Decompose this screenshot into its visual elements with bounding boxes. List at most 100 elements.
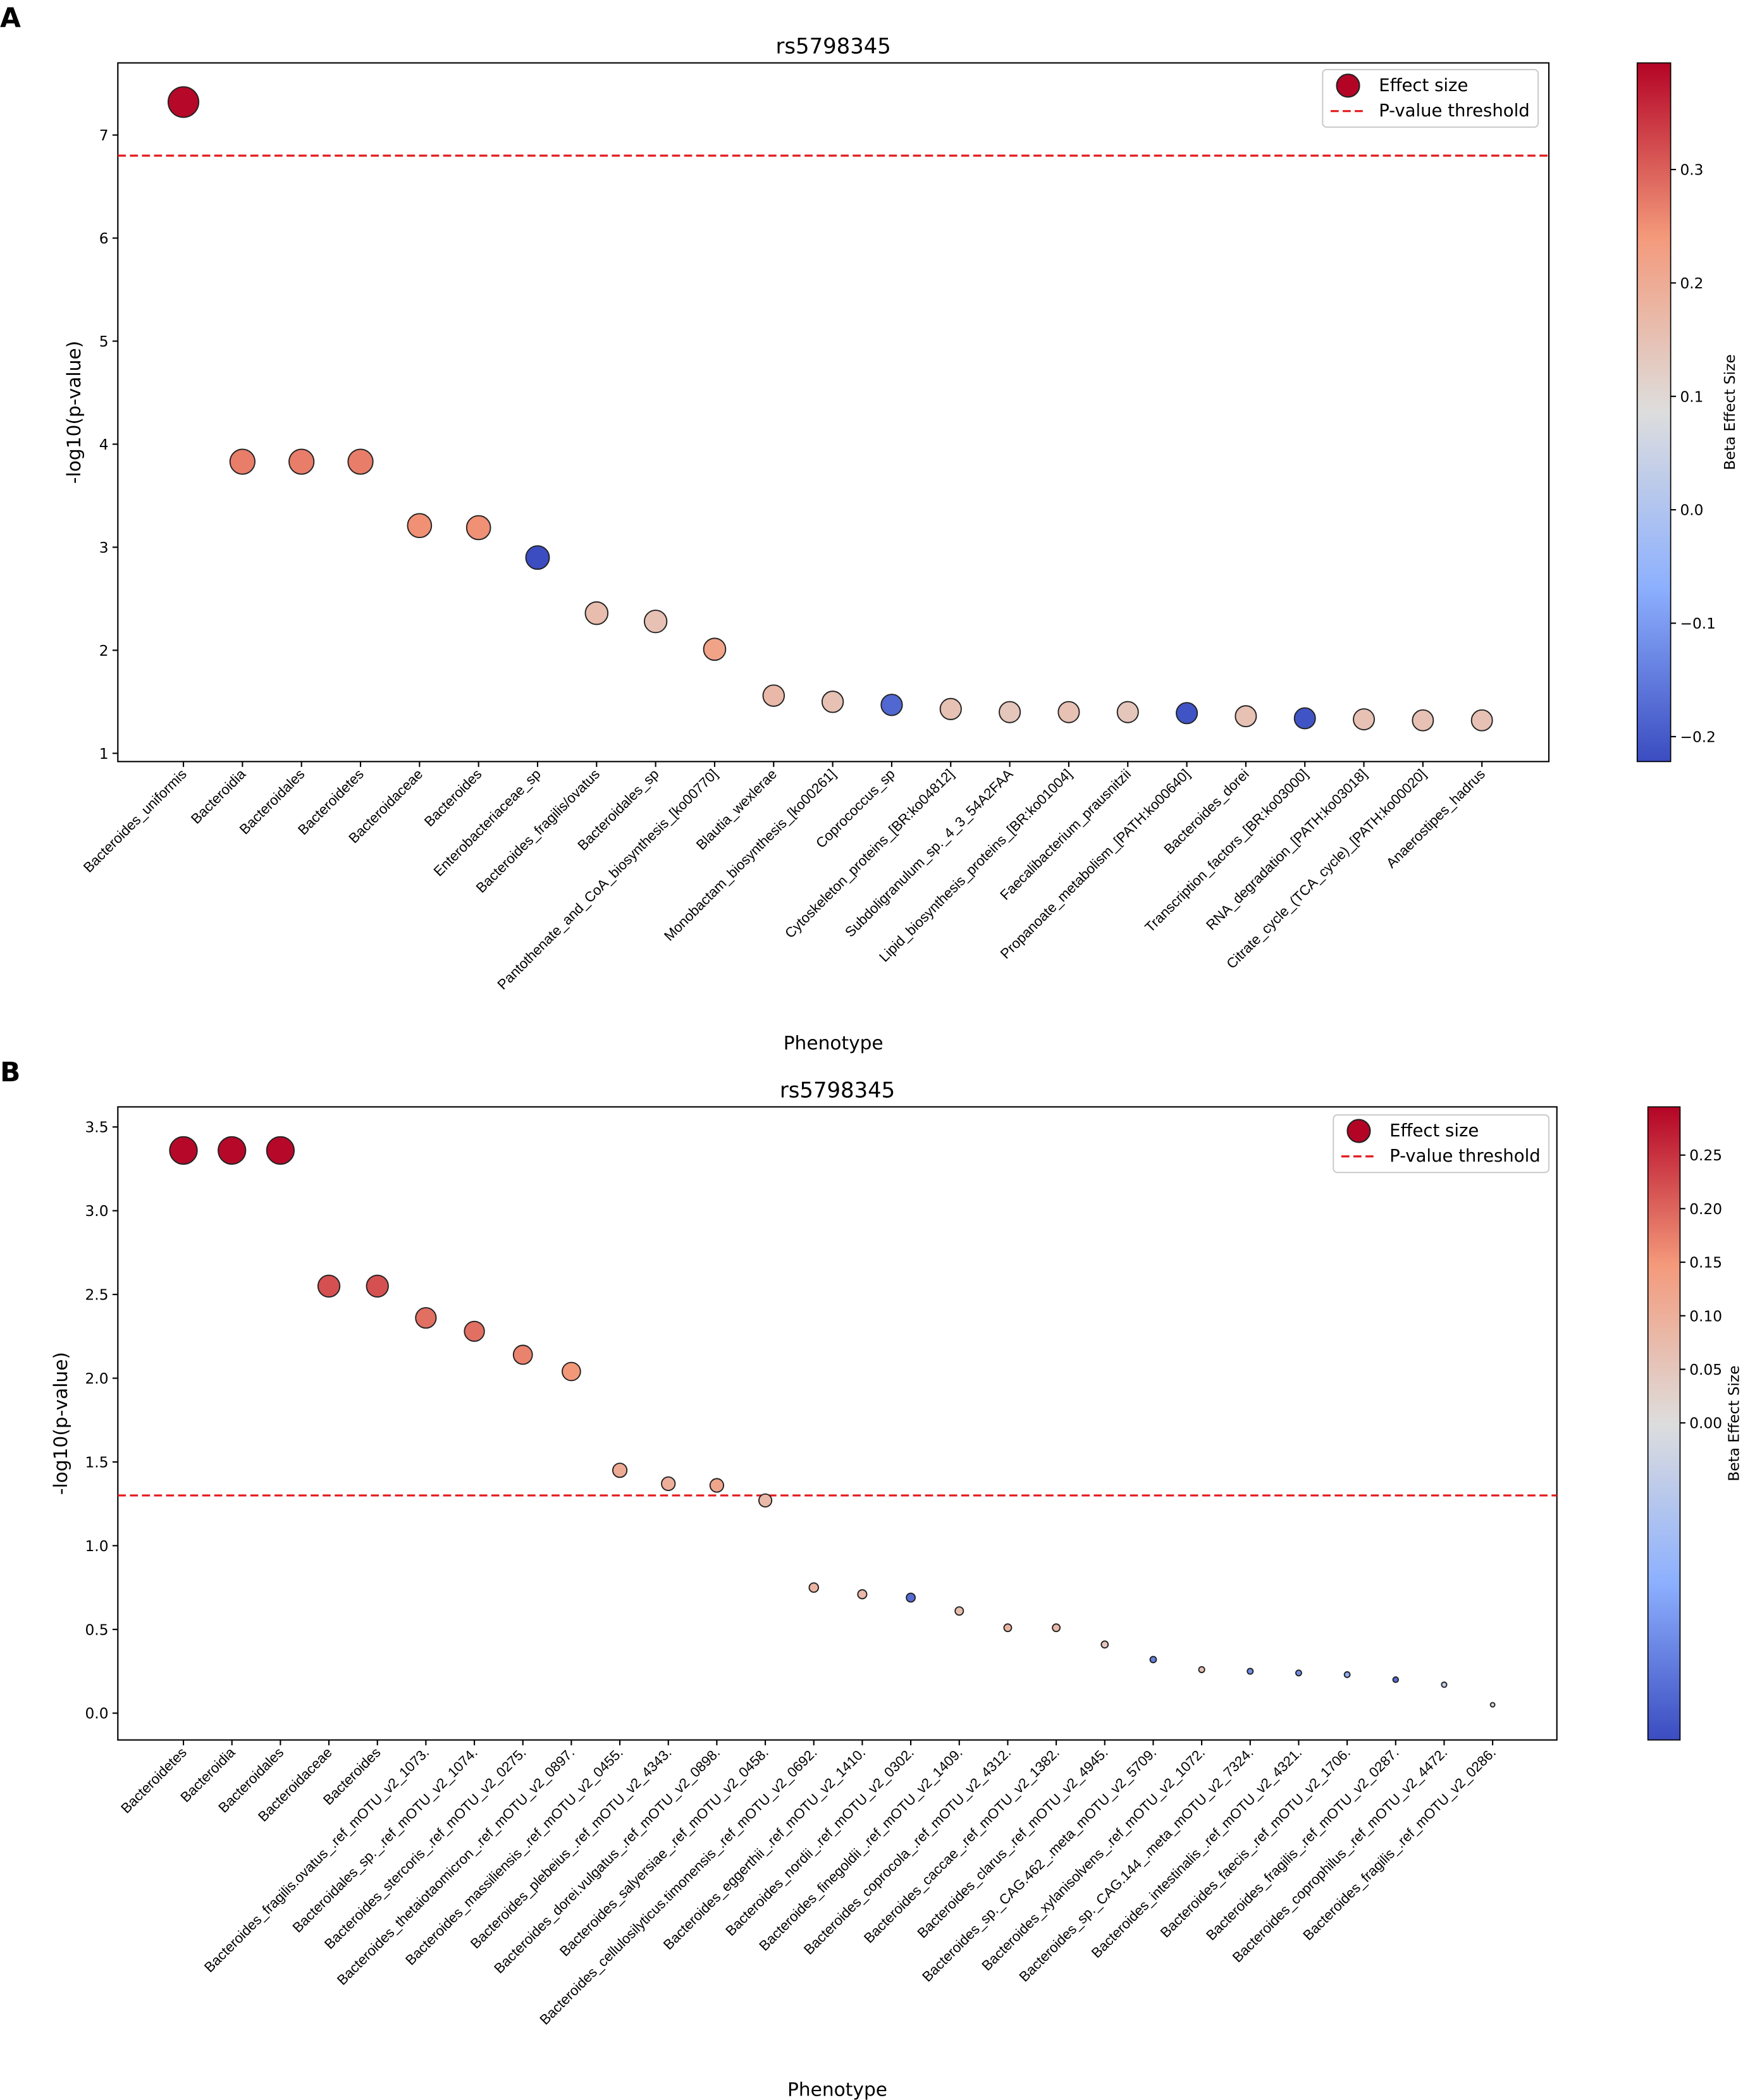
x-axis-label: Phenotype bbox=[787, 2079, 887, 2100]
data-point bbox=[1441, 1681, 1448, 1688]
x-tick-label: Bacteroidetes bbox=[118, 1745, 190, 1817]
x-tick-label: Bacteroides_uniformis bbox=[80, 766, 190, 875]
x-tick-label: Citrate_cycle_(TCA_cycle)_[PATH:ko00020] bbox=[1223, 766, 1429, 971]
data-point bbox=[612, 1463, 628, 1478]
colorbar-tick-label: 0.25 bbox=[1689, 1147, 1722, 1164]
y-axis-label: -log10(p-value) bbox=[49, 1352, 71, 1495]
y-tick-label: 6 bbox=[99, 230, 109, 247]
data-point bbox=[1057, 701, 1080, 723]
x-tick-label: Bacteroides_fragilis/ovatus bbox=[473, 766, 603, 895]
data-point bbox=[703, 637, 727, 661]
y-axis-label: -log10(p-value) bbox=[63, 341, 85, 484]
data-point bbox=[1489, 1702, 1496, 1708]
colorbar-tick-label: 0.2 bbox=[1680, 275, 1703, 292]
data-point bbox=[1176, 702, 1198, 725]
data-point bbox=[643, 610, 668, 634]
data-point bbox=[709, 1478, 725, 1493]
x-tick-label: Bacteroides_sp._CAG.462_.meta_mOTU_v2_57… bbox=[919, 1745, 1159, 1985]
colorbar-tick-label: 0.00 bbox=[1689, 1415, 1722, 1432]
data-point bbox=[218, 1136, 247, 1165]
data-point bbox=[954, 1606, 964, 1616]
y-tick-label: 4 bbox=[99, 436, 109, 453]
data-point bbox=[407, 513, 433, 539]
data-point bbox=[465, 515, 491, 541]
y-tick-label: 0.5 bbox=[85, 1621, 109, 1638]
data-point bbox=[661, 1476, 676, 1492]
data-point bbox=[169, 1136, 198, 1165]
x-tick-label: Bacteroides_fragilis.ovatus_.ref_mOTU_v2… bbox=[201, 1745, 432, 1975]
legend bbox=[1322, 69, 1539, 128]
colorbar-tick-label: 0.3 bbox=[1680, 162, 1703, 179]
colorbar-label: Beta Effect Size bbox=[1726, 1365, 1743, 1481]
x-tick-label: Pantothenate_and_CoA_biosynthesis_[ko007… bbox=[494, 766, 720, 992]
data-point bbox=[415, 1307, 437, 1329]
data-point bbox=[288, 448, 315, 475]
panel-label-b: B bbox=[0, 1057, 20, 1088]
data-point bbox=[906, 1592, 916, 1603]
y-tick-label: 1 bbox=[99, 746, 109, 763]
data-point bbox=[1116, 701, 1139, 723]
data-point bbox=[1003, 1623, 1013, 1633]
colorbar-tick-label: −0.2 bbox=[1680, 728, 1716, 746]
chart-b: rs5798345 0.0 0.5 1.0 1.5 2.0 2.5 3.0 3.5 -log10(… bbox=[49, 1078, 1743, 2100]
colorbar bbox=[1636, 62, 1672, 763]
data-point bbox=[1052, 1623, 1061, 1633]
data-point bbox=[464, 1320, 485, 1342]
chart-a: rs5798345 1 2 3 4 5 6 7 -log10(p-value) Phenotype… bbox=[63, 34, 1739, 1054]
y-tick-label: 2 bbox=[99, 642, 109, 660]
data-point bbox=[857, 1589, 868, 1600]
x-tick-label: Bacteroides bbox=[421, 766, 485, 830]
x-tick-label: Enterobacteriaceae_sp bbox=[431, 766, 544, 879]
colorbar bbox=[1647, 1106, 1681, 1741]
data-point bbox=[229, 448, 256, 475]
colorbar-tick-label: 0.20 bbox=[1689, 1201, 1722, 1218]
data-point bbox=[1100, 1640, 1109, 1649]
legend bbox=[1333, 1114, 1550, 1174]
data-point bbox=[999, 701, 1021, 723]
x-tick-label: Anaerostipes_hadrus bbox=[1383, 766, 1488, 871]
data-point bbox=[1343, 1671, 1351, 1678]
legend-threshold-label: P-value threshold bbox=[1379, 101, 1530, 121]
x-axis-label: Phenotype bbox=[784, 1031, 884, 1053]
y-tick-label: 0.0 bbox=[85, 1705, 109, 1722]
data-point bbox=[1470, 709, 1493, 732]
x-tick-label: Bacteroides_sp._CAG.144_.meta_mOTU_v2_73… bbox=[1016, 1745, 1257, 1985]
x-tick-label: Bacteroides_dorei.vulgatus_.ref_mOTU_v2_… bbox=[491, 1745, 723, 1977]
data-point bbox=[1247, 1667, 1254, 1675]
y-tick-label: 2.0 bbox=[85, 1370, 109, 1387]
data-point bbox=[1412, 709, 1434, 732]
data-point bbox=[1293, 707, 1316, 730]
colorbar-tick-label: 0.10 bbox=[1689, 1308, 1722, 1325]
colorbar-tick-label: 0.0 bbox=[1680, 502, 1703, 519]
legend-effect-size-label: Effect size bbox=[1379, 75, 1468, 95]
y-tick-label: 1.5 bbox=[85, 1454, 109, 1471]
data-point bbox=[1149, 1655, 1157, 1664]
y-tick-label: 1.0 bbox=[85, 1538, 109, 1555]
chart-title: rs5798345 bbox=[775, 34, 890, 59]
chart-title: rs5798345 bbox=[780, 1078, 895, 1103]
data-point bbox=[758, 1493, 773, 1507]
y-tick-label: 3.0 bbox=[85, 1203, 109, 1220]
legend-effect-size-marker bbox=[1346, 1119, 1371, 1143]
data-point bbox=[347, 448, 374, 475]
y-tick-label: 5 bbox=[99, 333, 109, 350]
data-point bbox=[562, 1361, 581, 1382]
data-point bbox=[762, 684, 785, 707]
y-tick-label: 3 bbox=[99, 539, 109, 556]
data-point bbox=[1295, 1669, 1302, 1677]
data-point bbox=[584, 601, 609, 625]
x-tick-label: Bacteroides_xylanisolvens_.ref_mOTU_v2_1… bbox=[978, 1745, 1208, 1974]
panel-label-a: A bbox=[0, 2, 21, 33]
data-point bbox=[1198, 1666, 1205, 1673]
data-point bbox=[317, 1274, 341, 1298]
data-point bbox=[1353, 708, 1375, 731]
legend-effect-size-marker bbox=[1336, 73, 1360, 98]
data-point bbox=[266, 1136, 295, 1165]
colorbar-tick-label: 0.05 bbox=[1689, 1361, 1722, 1379]
y-tick-label: 3.5 bbox=[85, 1119, 109, 1136]
data-point bbox=[167, 86, 200, 118]
data-point bbox=[525, 545, 550, 570]
data-point bbox=[880, 694, 903, 716]
data-point bbox=[808, 1582, 820, 1593]
data-point bbox=[1235, 705, 1257, 728]
